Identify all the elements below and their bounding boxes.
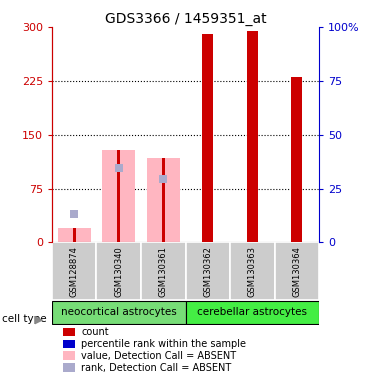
FancyBboxPatch shape xyxy=(63,363,75,372)
Text: GSM130340: GSM130340 xyxy=(114,246,123,296)
FancyBboxPatch shape xyxy=(52,242,96,300)
Bar xyxy=(117,151,120,242)
Bar xyxy=(102,151,135,242)
FancyBboxPatch shape xyxy=(63,351,75,360)
FancyBboxPatch shape xyxy=(63,328,75,336)
FancyBboxPatch shape xyxy=(186,242,230,300)
Text: GSM130364: GSM130364 xyxy=(292,246,301,297)
Bar xyxy=(147,157,180,242)
FancyBboxPatch shape xyxy=(186,301,319,324)
Text: rank, Detection Call = ABSENT: rank, Detection Call = ABSENT xyxy=(81,363,232,373)
Text: value, Detection Call = ABSENT: value, Detection Call = ABSENT xyxy=(81,351,236,361)
Bar xyxy=(291,77,302,242)
FancyBboxPatch shape xyxy=(141,242,186,300)
Text: percentile rank within the sample: percentile rank within the sample xyxy=(81,339,246,349)
Bar xyxy=(202,34,213,242)
FancyBboxPatch shape xyxy=(275,242,319,300)
Bar xyxy=(247,31,258,242)
Text: count: count xyxy=(81,327,109,337)
Text: cell type: cell type xyxy=(2,314,46,324)
Title: GDS3366 / 1459351_at: GDS3366 / 1459351_at xyxy=(105,12,266,26)
FancyBboxPatch shape xyxy=(96,242,141,300)
Bar xyxy=(58,228,91,242)
Bar xyxy=(73,228,76,242)
Text: GSM130361: GSM130361 xyxy=(159,246,168,297)
FancyBboxPatch shape xyxy=(63,339,75,348)
Text: cerebellar astrocytes: cerebellar astrocytes xyxy=(197,308,307,318)
Bar xyxy=(162,157,165,242)
Text: GSM130362: GSM130362 xyxy=(203,246,212,297)
Text: ▶: ▶ xyxy=(35,314,43,324)
FancyBboxPatch shape xyxy=(52,301,186,324)
Text: GSM130363: GSM130363 xyxy=(248,246,257,297)
Text: GSM128874: GSM128874 xyxy=(70,246,79,297)
Text: neocortical astrocytes: neocortical astrocytes xyxy=(61,308,177,318)
FancyBboxPatch shape xyxy=(230,242,275,300)
